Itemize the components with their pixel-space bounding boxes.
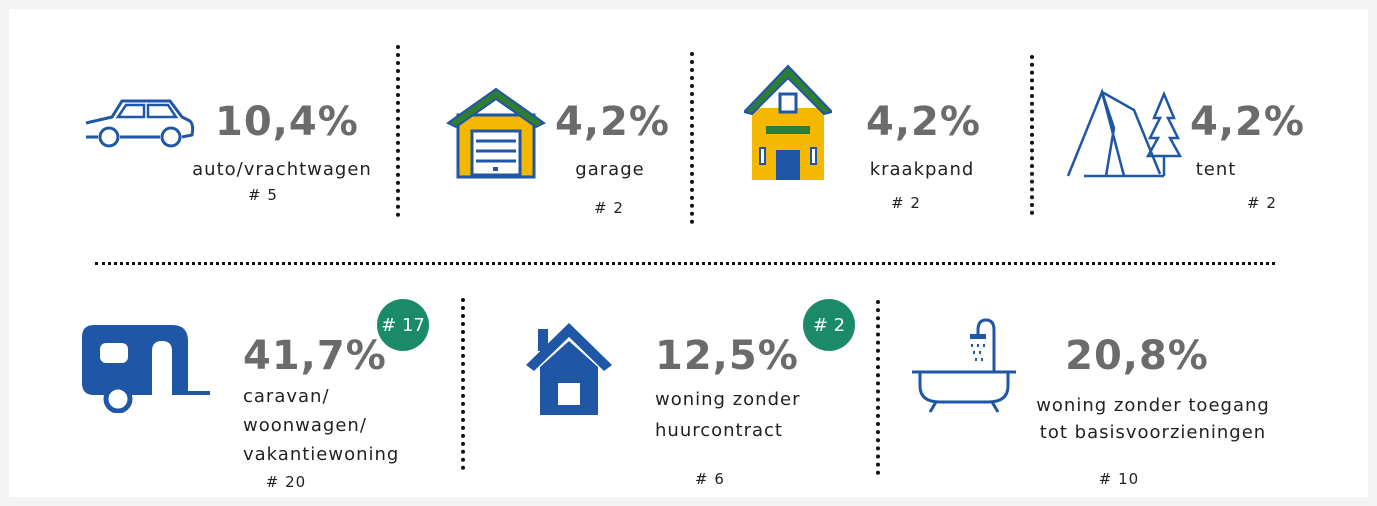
label: woonwagen/ xyxy=(243,415,367,436)
count: # 20 xyxy=(265,473,307,491)
percent: 41,7% xyxy=(243,333,387,379)
caravan-icon xyxy=(82,325,210,413)
percent: 4,2% xyxy=(555,99,670,145)
count: # 10 xyxy=(1098,470,1140,488)
bath-icon xyxy=(912,318,1016,413)
label: caravan/ xyxy=(243,386,330,407)
count: # 2 xyxy=(891,194,921,212)
count: # 6 xyxy=(695,470,725,488)
card xyxy=(9,9,1368,497)
divider xyxy=(461,298,465,470)
percent: 10,4% xyxy=(215,99,359,145)
label: kraakpand xyxy=(869,159,975,180)
badge: # 2 xyxy=(803,299,855,351)
house-icon xyxy=(744,64,832,180)
divider xyxy=(95,262,1275,265)
label: tot basisvoorzieningen xyxy=(1039,422,1267,443)
label: auto/vrachtwagen xyxy=(192,159,372,180)
divider xyxy=(690,52,694,224)
divider xyxy=(1030,55,1034,215)
count: # 2 xyxy=(1247,194,1277,212)
count: # 5 xyxy=(248,186,278,204)
car-icon xyxy=(85,99,195,148)
count: # 2 xyxy=(594,199,624,217)
home-icon xyxy=(526,323,612,415)
label: huurcontract xyxy=(655,420,783,441)
divider xyxy=(396,45,400,217)
label: tent xyxy=(1195,159,1237,180)
percent: 4,2% xyxy=(866,99,981,145)
label: woning zonder toegang xyxy=(1036,395,1270,416)
percent: 12,5% xyxy=(655,333,799,379)
divider xyxy=(876,300,880,475)
label: garage xyxy=(575,159,645,180)
badge: # 17 xyxy=(377,299,429,351)
tent-icon xyxy=(1066,88,1183,178)
percent: 4,2% xyxy=(1190,99,1305,145)
label: vakantiewoning xyxy=(243,444,400,465)
garage-icon xyxy=(446,87,546,179)
percent: 20,8% xyxy=(1065,333,1209,379)
label: woning zonder xyxy=(655,389,801,410)
